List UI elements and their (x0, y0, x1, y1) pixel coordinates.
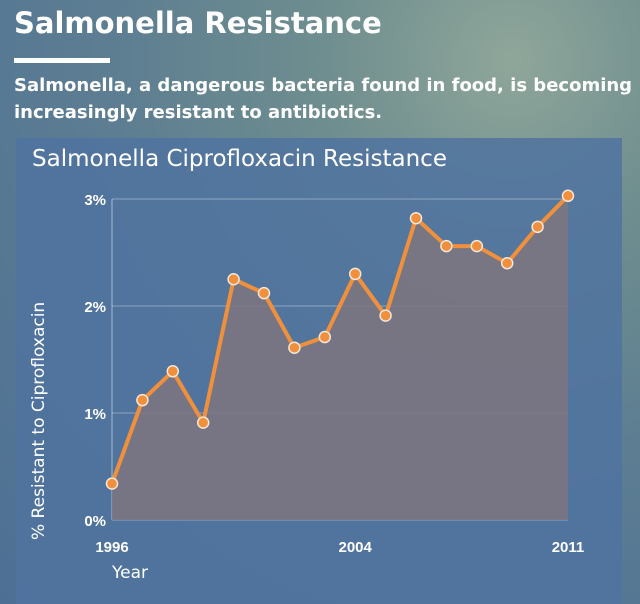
data-point (500, 256, 514, 270)
data-point (409, 212, 423, 225)
x-tick-label: 1996 (95, 539, 128, 556)
y-tick-label: 1% (84, 406, 106, 423)
data-point (105, 477, 119, 490)
data-point (348, 267, 362, 281)
x-axis-label: Year (111, 563, 148, 583)
data-point (166, 365, 180, 378)
y-tick-label: 3% (84, 192, 106, 209)
chart-title: Salmonella Ciprofloxacin Resistance (32, 146, 447, 172)
x-tick-label: 2004 (339, 539, 373, 556)
data-point (257, 286, 271, 300)
y-tick-label: 0% (84, 513, 106, 530)
data-point (227, 273, 240, 286)
data-point (470, 239, 484, 253)
page-subtitle: Salmonella, a dangerous bacteria found i… (14, 75, 633, 123)
series-line (110, 194, 570, 485)
data-point (136, 393, 149, 407)
data-point (379, 309, 392, 322)
page-title: Salmonella Resistance (14, 6, 382, 40)
data-point (440, 239, 453, 253)
x-tick-label: 2011 (552, 539, 585, 556)
data-point (531, 220, 544, 234)
title-underline (14, 58, 110, 63)
area-fill (112, 195, 568, 521)
data-point (561, 189, 575, 203)
data-point (196, 416, 210, 429)
data-point (318, 330, 332, 344)
y-tick-label: 2% (84, 299, 106, 316)
data-point (288, 341, 301, 354)
y-axis-label: % Resistant to Ciprofloxacin (29, 302, 49, 540)
